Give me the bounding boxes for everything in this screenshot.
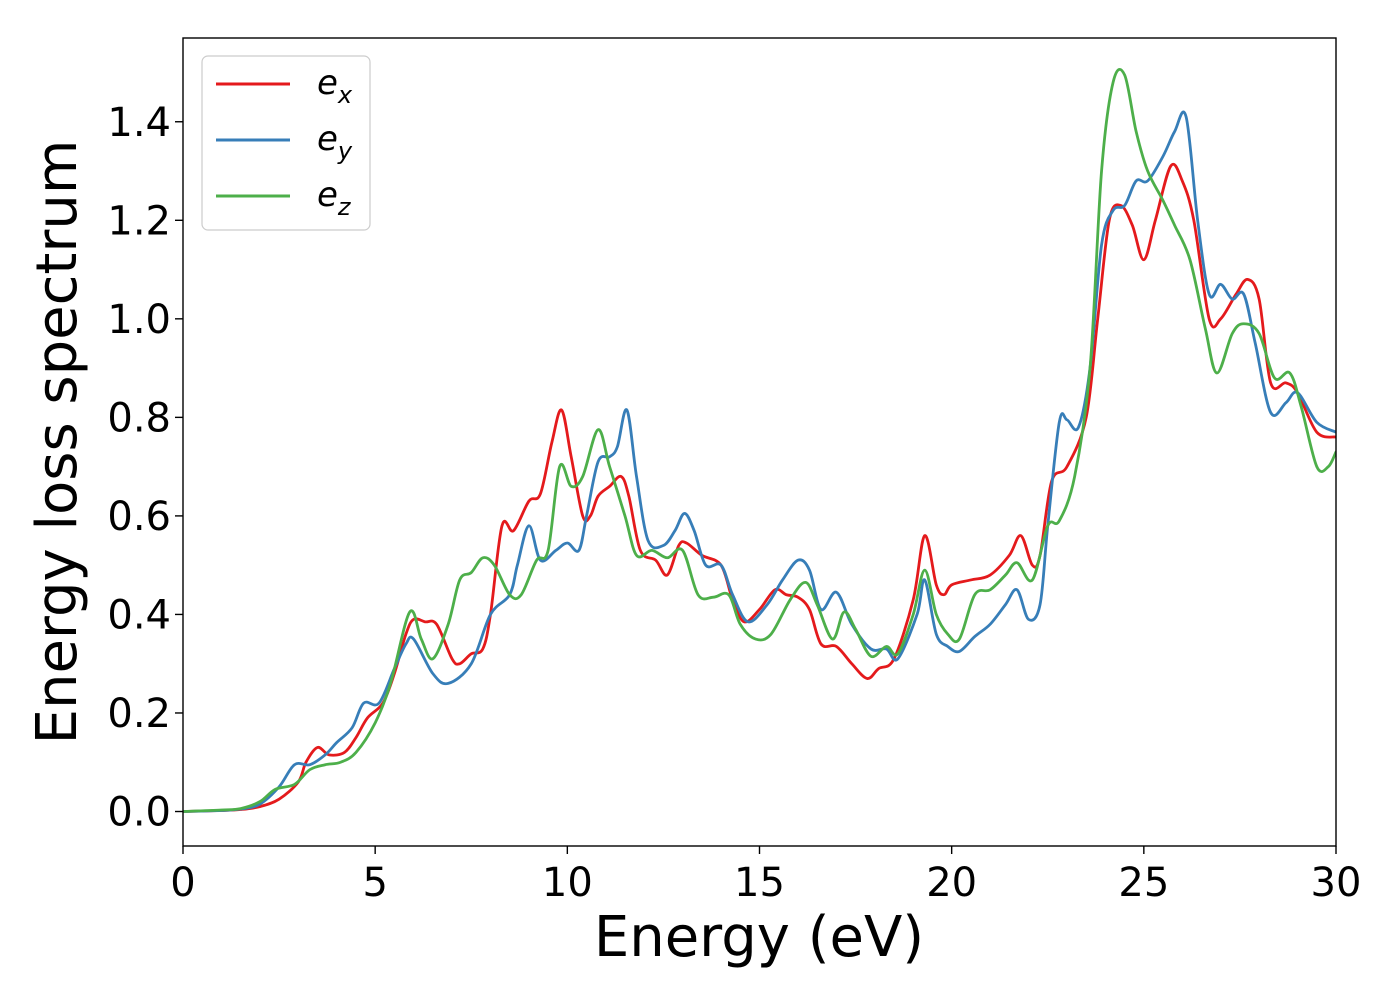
series-line-ex [183, 162, 1336, 813]
y-tick-label: 1.2 [107, 198, 171, 244]
x-tick-label: 30 [1311, 860, 1362, 906]
y-tick-label: 0.4 [107, 592, 171, 638]
y-tick-label: 1.0 [107, 297, 171, 343]
y-tick-label: 0.6 [107, 494, 171, 540]
y-axis: 0.0 0.2 0.4 0.6 0.8 1.0 1.2 1.4 [107, 100, 183, 836]
series-lines [183, 68, 1336, 813]
legend-box [201, 55, 371, 231]
x-tick-label: 0 [170, 860, 195, 906]
y-axis-title: Energy loss spectrum [25, 140, 90, 745]
y-tick-label: 0.0 [107, 790, 171, 836]
y-tick-label: 0.8 [107, 395, 171, 441]
x-axis: 0 5 10 15 20 25 30 [170, 846, 1361, 906]
x-tick-label: 10 [542, 860, 593, 906]
y-tick-label: 0.2 [107, 691, 171, 737]
series-line-ey [183, 110, 1336, 813]
x-tick-label: 5 [362, 860, 387, 906]
x-tick-label: 15 [734, 860, 785, 906]
x-tick-label: 25 [1118, 860, 1169, 906]
x-tick-label: 20 [926, 860, 977, 906]
series-line-ez [183, 68, 1336, 813]
x-axis-title: Energy (eV) [594, 905, 924, 970]
y-tick-label: 1.4 [107, 100, 171, 146]
